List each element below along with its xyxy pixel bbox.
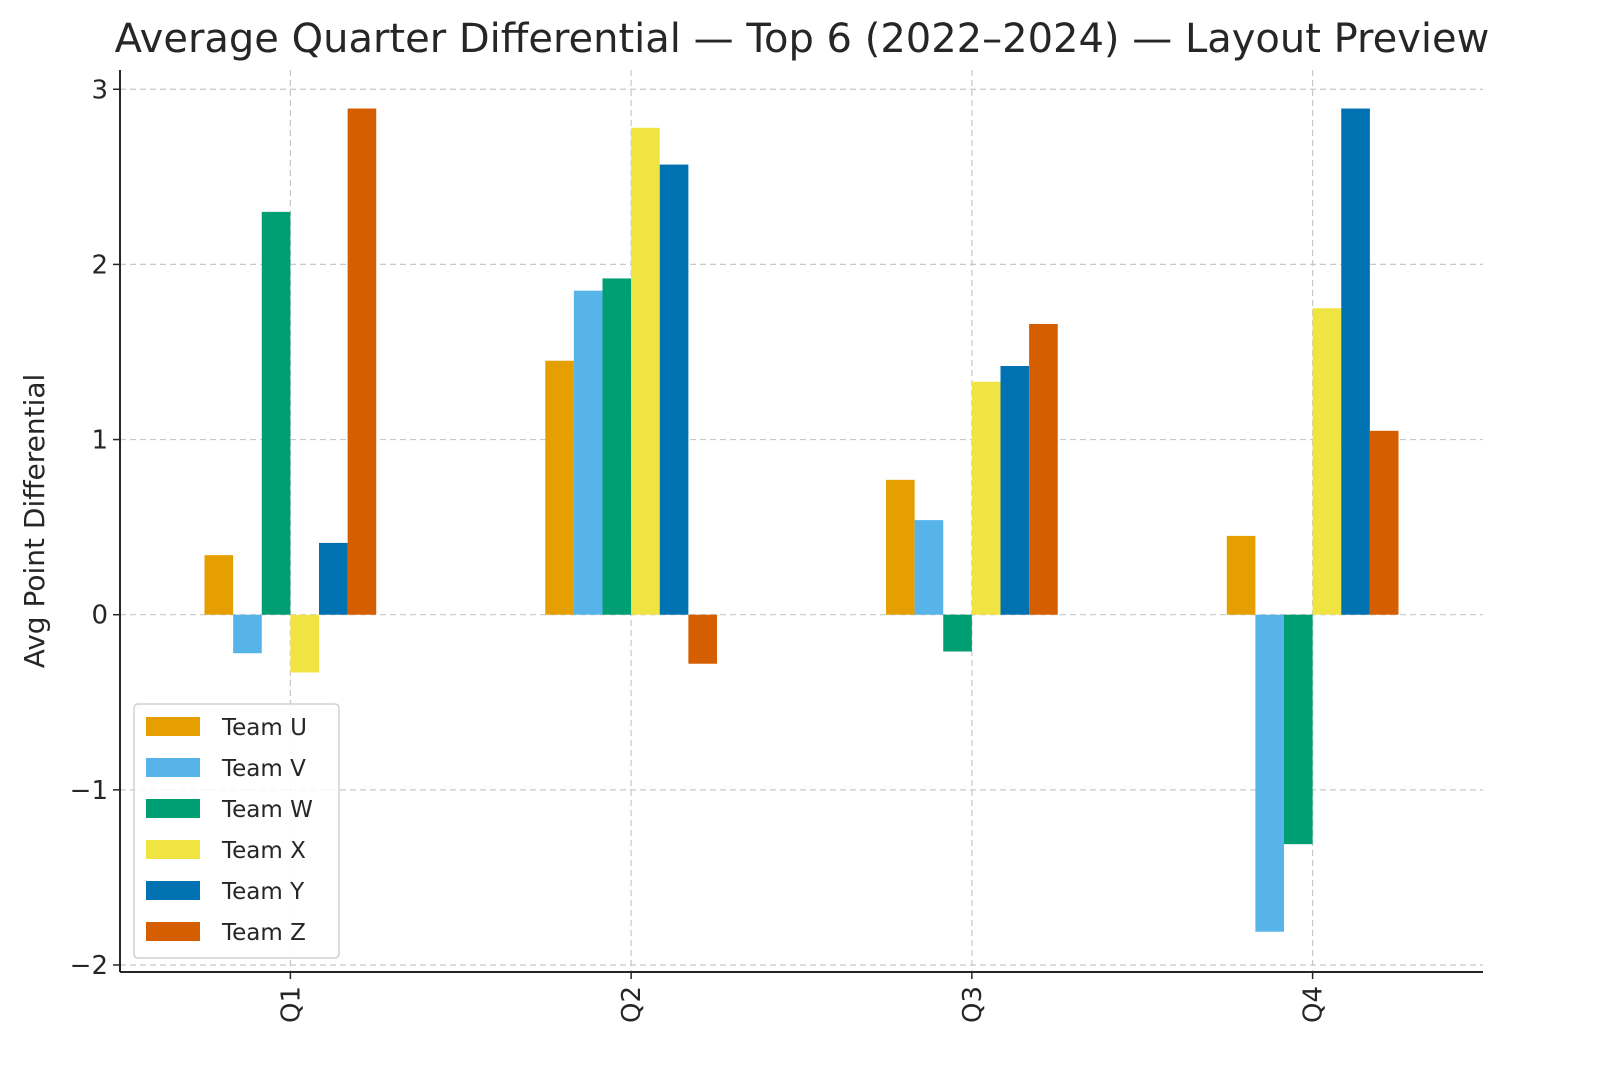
- bar-team-w-q4: [1284, 614, 1313, 845]
- legend: Team U Team V Team W Team X Team Y Team Z: [133, 703, 340, 959]
- chart-title: Average Quarter Differential — Top 6 (20…: [115, 16, 1490, 62]
- y-tick-label: −1: [70, 776, 108, 806]
- x-tick-label: Q2: [617, 986, 647, 1023]
- bar-team-u-q2: [545, 360, 574, 615]
- legend-label: Team X: [221, 838, 306, 864]
- x-tick-label: Q3: [958, 986, 988, 1023]
- bar-team-x-q4: [1312, 308, 1342, 615]
- bar-team-y-q4: [1341, 108, 1370, 615]
- bar-team-z-q2: [688, 614, 717, 664]
- bar-team-v-q2: [573, 290, 603, 615]
- bar-team-v-q1: [233, 614, 262, 654]
- bars: [204, 108, 1399, 932]
- y-tick-label: 2: [91, 250, 108, 280]
- bar-team-v-q4: [1255, 614, 1285, 932]
- legend-swatch: [146, 758, 200, 777]
- legend-swatch: [146, 881, 200, 900]
- bar-team-y-q1: [318, 542, 348, 615]
- bar-team-w-q1: [261, 211, 291, 615]
- legend-label: Team V: [221, 756, 306, 782]
- legend-swatch: [146, 922, 200, 941]
- x-tick-label: Q4: [1299, 986, 1329, 1023]
- bar-team-w-q3: [943, 614, 972, 652]
- y-tick-label: 3: [91, 75, 108, 105]
- bar-team-y-q2: [659, 164, 689, 615]
- bar-team-w-q2: [602, 278, 632, 615]
- y-tick-label: −2: [70, 951, 108, 981]
- bar-team-u-q1: [204, 555, 234, 615]
- bar-team-z-q3: [1029, 323, 1058, 615]
- bar-team-z-q1: [347, 108, 377, 615]
- y-tick-label: 1: [91, 426, 108, 456]
- bar-team-x-q3: [971, 381, 1001, 615]
- legend-swatch: [146, 799, 200, 818]
- bar-team-y-q3: [1000, 365, 1030, 615]
- bar-team-x-q2: [631, 127, 660, 615]
- legend-label: Team U: [221, 715, 307, 741]
- x-tick-label: Q1: [276, 986, 306, 1023]
- legend-label: Team Z: [221, 920, 306, 946]
- legend-label: Team W: [221, 797, 313, 823]
- bar-team-u-q4: [1226, 535, 1256, 615]
- bar-team-z-q4: [1369, 430, 1399, 615]
- legend-label: Team Y: [221, 879, 305, 905]
- bar-team-x-q1: [290, 614, 319, 673]
- legend-swatch: [146, 717, 200, 736]
- bar-team-v-q3: [914, 520, 944, 615]
- legend-swatch: [146, 840, 200, 859]
- bar-team-u-q3: [886, 479, 915, 615]
- y-tick-label: 0: [91, 601, 108, 631]
- axes: −2 −1 0 1 2 3 Q1 Q2 Q3 Q4: [70, 70, 1483, 1023]
- y-axis-label: Avg Point Differential: [18, 374, 51, 669]
